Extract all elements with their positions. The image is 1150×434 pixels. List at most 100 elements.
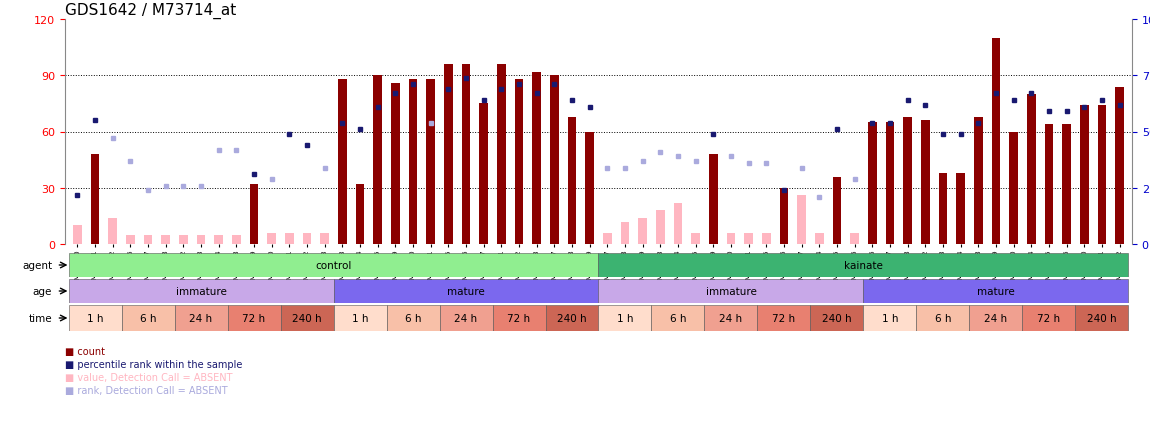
Bar bbox=[708, 155, 718, 244]
Bar bbox=[598, 305, 652, 331]
Bar bbox=[144, 235, 153, 244]
Bar bbox=[727, 233, 735, 244]
Text: 6 h: 6 h bbox=[935, 313, 951, 323]
Bar bbox=[497, 65, 506, 244]
Bar bbox=[1063, 125, 1071, 244]
Bar bbox=[598, 253, 1128, 277]
Text: 72 h: 72 h bbox=[773, 313, 796, 323]
Bar bbox=[691, 233, 700, 244]
Bar bbox=[780, 188, 789, 244]
Bar bbox=[921, 121, 929, 244]
Bar bbox=[833, 177, 842, 244]
Bar bbox=[161, 235, 170, 244]
Bar bbox=[811, 305, 864, 331]
Text: 1 h: 1 h bbox=[882, 313, 898, 323]
Text: 240 h: 240 h bbox=[822, 313, 852, 323]
Bar bbox=[815, 233, 823, 244]
Bar bbox=[302, 233, 312, 244]
Bar bbox=[864, 305, 917, 331]
Bar bbox=[603, 233, 612, 244]
Bar bbox=[1027, 95, 1036, 244]
Text: 240 h: 240 h bbox=[558, 313, 586, 323]
Text: 240 h: 240 h bbox=[1087, 313, 1117, 323]
Bar bbox=[762, 233, 770, 244]
Bar bbox=[391, 84, 400, 244]
Text: 72 h: 72 h bbox=[507, 313, 530, 323]
Bar bbox=[69, 305, 122, 331]
Text: ■ rank, Detection Call = ABSENT: ■ rank, Detection Call = ABSENT bbox=[66, 385, 228, 395]
Text: 24 h: 24 h bbox=[190, 313, 213, 323]
Bar bbox=[232, 235, 240, 244]
Bar bbox=[355, 184, 365, 244]
Bar bbox=[938, 173, 948, 244]
Bar bbox=[638, 218, 647, 244]
Bar bbox=[250, 184, 259, 244]
Bar bbox=[492, 305, 545, 331]
Text: ■ count: ■ count bbox=[66, 346, 105, 356]
Bar bbox=[1075, 305, 1128, 331]
Text: 72 h: 72 h bbox=[243, 313, 266, 323]
Bar bbox=[545, 305, 598, 331]
Bar bbox=[179, 235, 187, 244]
Text: immature: immature bbox=[176, 286, 227, 296]
Bar bbox=[1044, 125, 1053, 244]
Bar bbox=[197, 235, 206, 244]
Text: 72 h: 72 h bbox=[1037, 313, 1060, 323]
Bar bbox=[585, 132, 595, 244]
Text: ■ value, Detection Call = ABSENT: ■ value, Detection Call = ABSENT bbox=[66, 372, 232, 382]
Bar bbox=[1116, 87, 1124, 244]
Bar bbox=[903, 117, 912, 244]
Bar bbox=[338, 80, 347, 244]
Bar bbox=[214, 235, 223, 244]
Bar bbox=[69, 279, 334, 303]
Bar bbox=[108, 218, 117, 244]
Bar bbox=[917, 305, 969, 331]
Bar bbox=[228, 305, 281, 331]
Bar bbox=[850, 233, 859, 244]
Bar bbox=[427, 80, 435, 244]
Bar bbox=[408, 80, 417, 244]
Bar bbox=[969, 305, 1022, 331]
Bar bbox=[91, 155, 99, 244]
Bar bbox=[974, 117, 983, 244]
Bar bbox=[374, 76, 382, 244]
Text: 24 h: 24 h bbox=[720, 313, 743, 323]
Bar bbox=[480, 104, 488, 244]
Text: mature: mature bbox=[978, 286, 1014, 296]
Bar bbox=[744, 233, 753, 244]
Text: 1 h: 1 h bbox=[616, 313, 634, 323]
Bar bbox=[621, 222, 629, 244]
Bar bbox=[886, 123, 895, 244]
Bar bbox=[72, 226, 82, 244]
Bar bbox=[797, 196, 806, 244]
Bar bbox=[532, 72, 542, 244]
Bar bbox=[568, 117, 576, 244]
Bar bbox=[281, 305, 333, 331]
Bar bbox=[334, 279, 598, 303]
Bar bbox=[1097, 106, 1106, 244]
Bar bbox=[267, 233, 276, 244]
Text: 6 h: 6 h bbox=[669, 313, 687, 323]
Bar bbox=[705, 305, 758, 331]
Bar bbox=[758, 305, 811, 331]
Bar bbox=[1022, 305, 1075, 331]
Text: age: age bbox=[33, 286, 52, 296]
Bar bbox=[598, 279, 864, 303]
Text: mature: mature bbox=[447, 286, 485, 296]
Bar bbox=[122, 305, 175, 331]
Text: time: time bbox=[29, 313, 52, 323]
Text: ■ percentile rank within the sample: ■ percentile rank within the sample bbox=[66, 359, 243, 369]
Bar bbox=[656, 211, 665, 244]
Bar bbox=[514, 80, 523, 244]
Text: 24 h: 24 h bbox=[984, 313, 1007, 323]
Bar bbox=[320, 233, 329, 244]
Text: 24 h: 24 h bbox=[454, 313, 477, 323]
Bar bbox=[991, 39, 1000, 244]
Bar bbox=[175, 305, 228, 331]
Text: 1 h: 1 h bbox=[86, 313, 104, 323]
Bar bbox=[461, 65, 470, 244]
Bar bbox=[674, 203, 682, 244]
Bar bbox=[334, 305, 386, 331]
Bar bbox=[957, 173, 965, 244]
Text: GDS1642 / M73714_at: GDS1642 / M73714_at bbox=[66, 3, 236, 19]
